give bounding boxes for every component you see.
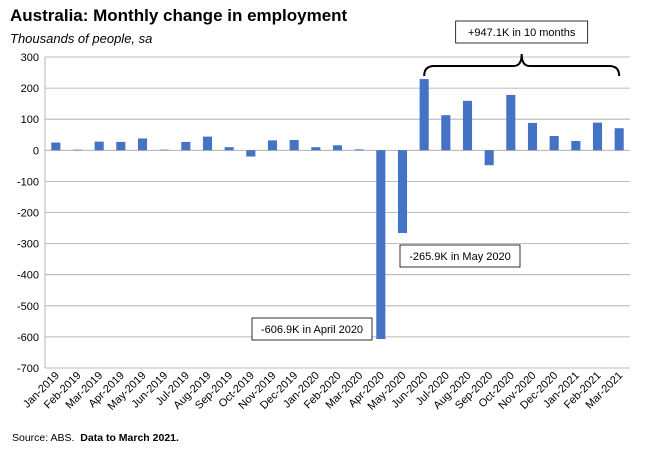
bar (332, 145, 343, 151)
source-label: Source: ABS. (12, 432, 75, 444)
annotation-april-2020: -606.9K in April 2020 (251, 317, 373, 341)
bar (354, 149, 364, 151)
annotation-box (251, 317, 373, 341)
annotation-text: -606.9K in April 2020 (261, 324, 363, 336)
bar (94, 141, 104, 151)
bar (484, 150, 494, 166)
bar (181, 141, 191, 151)
y-tick-label: -700 (17, 363, 39, 375)
annotation-box (455, 20, 589, 44)
bar (116, 141, 126, 151)
bar (462, 100, 473, 151)
bar (51, 142, 61, 151)
y-tick-label: 0 (33, 145, 39, 157)
bar (137, 138, 148, 151)
bar (72, 149, 83, 151)
bar (224, 147, 234, 151)
bar (419, 79, 429, 151)
annotation-may-2020: -265.9K in May 2020 (399, 244, 521, 268)
bar (289, 140, 299, 151)
annotation-text: +947.1K in 10 months (468, 27, 576, 39)
bracket-line (423, 53, 621, 77)
annotation-recovery-bracket: +947.1K in 10 months (423, 20, 621, 77)
y-tick-label: -300 (17, 239, 39, 251)
bar (311, 147, 321, 151)
y-tick-label: 100 (21, 114, 39, 126)
y-tick-label: -500 (17, 301, 39, 313)
y-tick-label: -600 (17, 332, 39, 344)
y-tick-label: 300 (21, 52, 39, 64)
bar (267, 140, 278, 151)
annotation-text: -265.9K in May 2020 (409, 251, 511, 263)
bar (159, 149, 169, 151)
y-tick-label: -200 (17, 208, 39, 220)
y-tick-label: -400 (17, 270, 39, 282)
source-note: Source: ABS. Data to March 2021. (12, 432, 179, 444)
y-tick-label: 200 (21, 83, 39, 95)
bar (246, 150, 256, 157)
bar (376, 150, 386, 340)
bar (202, 136, 213, 151)
bar (441, 115, 451, 151)
y-tick-label: -100 (17, 176, 39, 188)
annotation-box (399, 244, 521, 268)
bar (592, 122, 603, 151)
bar (614, 128, 624, 151)
data-range-note: Data to March 2021. (80, 432, 179, 444)
chart-subtitle: Thousands of people, sa (10, 31, 153, 46)
bar (571, 140, 581, 151)
bar (506, 94, 516, 151)
bar (549, 135, 559, 151)
chart-title: Australia: Monthly change in employment (10, 6, 348, 25)
bar (527, 122, 538, 151)
bar (397, 150, 408, 233)
